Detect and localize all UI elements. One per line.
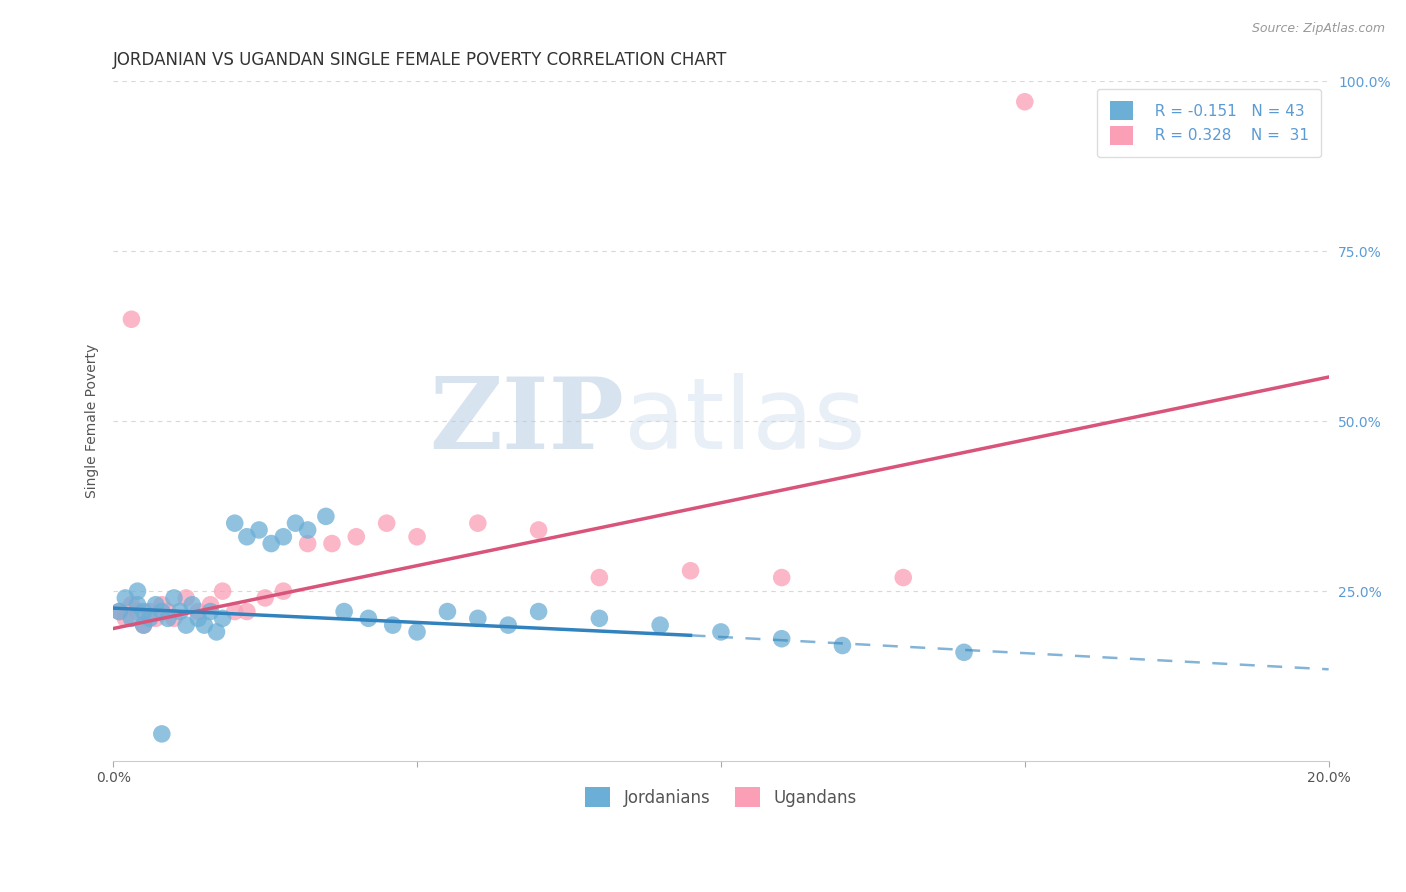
Point: [406, 530, 429, 544]
Point: [127, 605, 149, 619]
Point: [406, 624, 429, 639]
Point: [953, 645, 976, 659]
Point: [114, 611, 136, 625]
Point: [770, 632, 793, 646]
Point: [114, 591, 136, 605]
Point: [297, 523, 319, 537]
Text: atlas: atlas: [624, 373, 865, 470]
Point: [145, 611, 167, 625]
Point: [169, 605, 191, 619]
Point: [120, 611, 142, 625]
Point: [284, 516, 307, 531]
Y-axis label: Single Female Poverty: Single Female Poverty: [86, 344, 100, 499]
Point: [467, 516, 489, 531]
Point: [132, 605, 155, 619]
Point: [1014, 95, 1036, 109]
Point: [200, 598, 222, 612]
Point: [831, 639, 853, 653]
Point: [467, 611, 489, 625]
Legend: Jordanians, Ugandans: Jordanians, Ugandans: [578, 780, 863, 814]
Point: [211, 584, 233, 599]
Point: [321, 536, 343, 550]
Point: [224, 605, 246, 619]
Point: [120, 312, 142, 326]
Point: [770, 570, 793, 584]
Point: [891, 570, 914, 584]
Point: [381, 618, 404, 632]
Point: [150, 605, 173, 619]
Point: [181, 598, 204, 612]
Point: [156, 605, 179, 619]
Point: [236, 605, 259, 619]
Point: [357, 611, 380, 625]
Point: [315, 509, 337, 524]
Point: [710, 624, 733, 639]
Point: [679, 564, 702, 578]
Point: [297, 536, 319, 550]
Point: [108, 605, 131, 619]
Point: [132, 618, 155, 632]
Point: [496, 618, 519, 632]
Point: [120, 598, 142, 612]
Point: [205, 624, 228, 639]
Point: [650, 618, 672, 632]
Point: [193, 618, 215, 632]
Point: [187, 611, 209, 625]
Point: [527, 523, 550, 537]
Point: [127, 598, 149, 612]
Point: [108, 605, 131, 619]
Point: [138, 611, 160, 625]
Point: [132, 618, 155, 632]
Text: ZIP: ZIP: [429, 373, 624, 470]
Point: [436, 605, 458, 619]
Point: [138, 605, 160, 619]
Point: [127, 584, 149, 599]
Point: [588, 570, 610, 584]
Point: [211, 611, 233, 625]
Point: [236, 530, 259, 544]
Point: [163, 591, 186, 605]
Point: [200, 605, 222, 619]
Point: [527, 605, 550, 619]
Point: [174, 618, 197, 632]
Text: Source: ZipAtlas.com: Source: ZipAtlas.com: [1251, 22, 1385, 36]
Point: [150, 727, 173, 741]
Point: [174, 591, 197, 605]
Point: [344, 530, 367, 544]
Point: [375, 516, 398, 531]
Point: [260, 536, 283, 550]
Point: [224, 516, 246, 531]
Point: [156, 611, 179, 625]
Point: [163, 611, 186, 625]
Point: [150, 598, 173, 612]
Point: [273, 530, 295, 544]
Point: [273, 584, 295, 599]
Point: [247, 523, 270, 537]
Point: [333, 605, 356, 619]
Point: [254, 591, 277, 605]
Text: JORDANIAN VS UGANDAN SINGLE FEMALE POVERTY CORRELATION CHART: JORDANIAN VS UGANDAN SINGLE FEMALE POVER…: [114, 51, 727, 69]
Point: [187, 605, 209, 619]
Point: [588, 611, 610, 625]
Point: [145, 598, 167, 612]
